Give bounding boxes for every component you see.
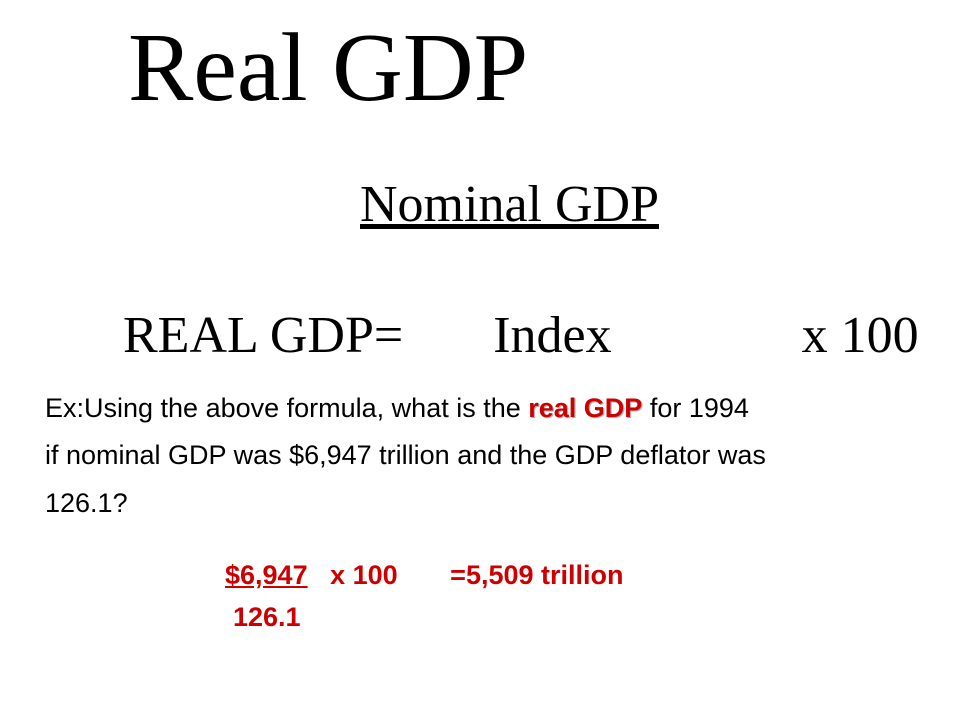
calc-mult: x 100 [308, 560, 398, 590]
slide: Real GDP Nominal GDP REAL GDP= Index x 100… [0, 0, 960, 720]
example-highlight: real GDP [528, 393, 642, 423]
formula-numerator: Nominal GDP [360, 175, 659, 234]
formula-left: REAL GDP= [123, 307, 403, 364]
calc-equals: =5,509 trillion [398, 560, 624, 590]
calc-denominator: 126.1 [225, 597, 624, 639]
example-line3: 126.1? [45, 488, 128, 518]
formula-denominator: Index [493, 307, 611, 364]
example-middle: for 1994 [642, 393, 749, 423]
slide-title: Real GDP [128, 12, 528, 124]
example-line2: if nominal GDP was $6,947 trillion and t… [45, 440, 766, 470]
example-text: Ex:Using the above formula, what is the … [45, 385, 915, 527]
calculation: $6,947 x 100 =5,509 trillion 126.1 [225, 555, 624, 639]
example-prefix: Ex:Using the above formula, what is the [45, 393, 528, 423]
calc-numerator: $6,947 [225, 555, 308, 597]
formula-multiply: x 100 [802, 307, 919, 364]
